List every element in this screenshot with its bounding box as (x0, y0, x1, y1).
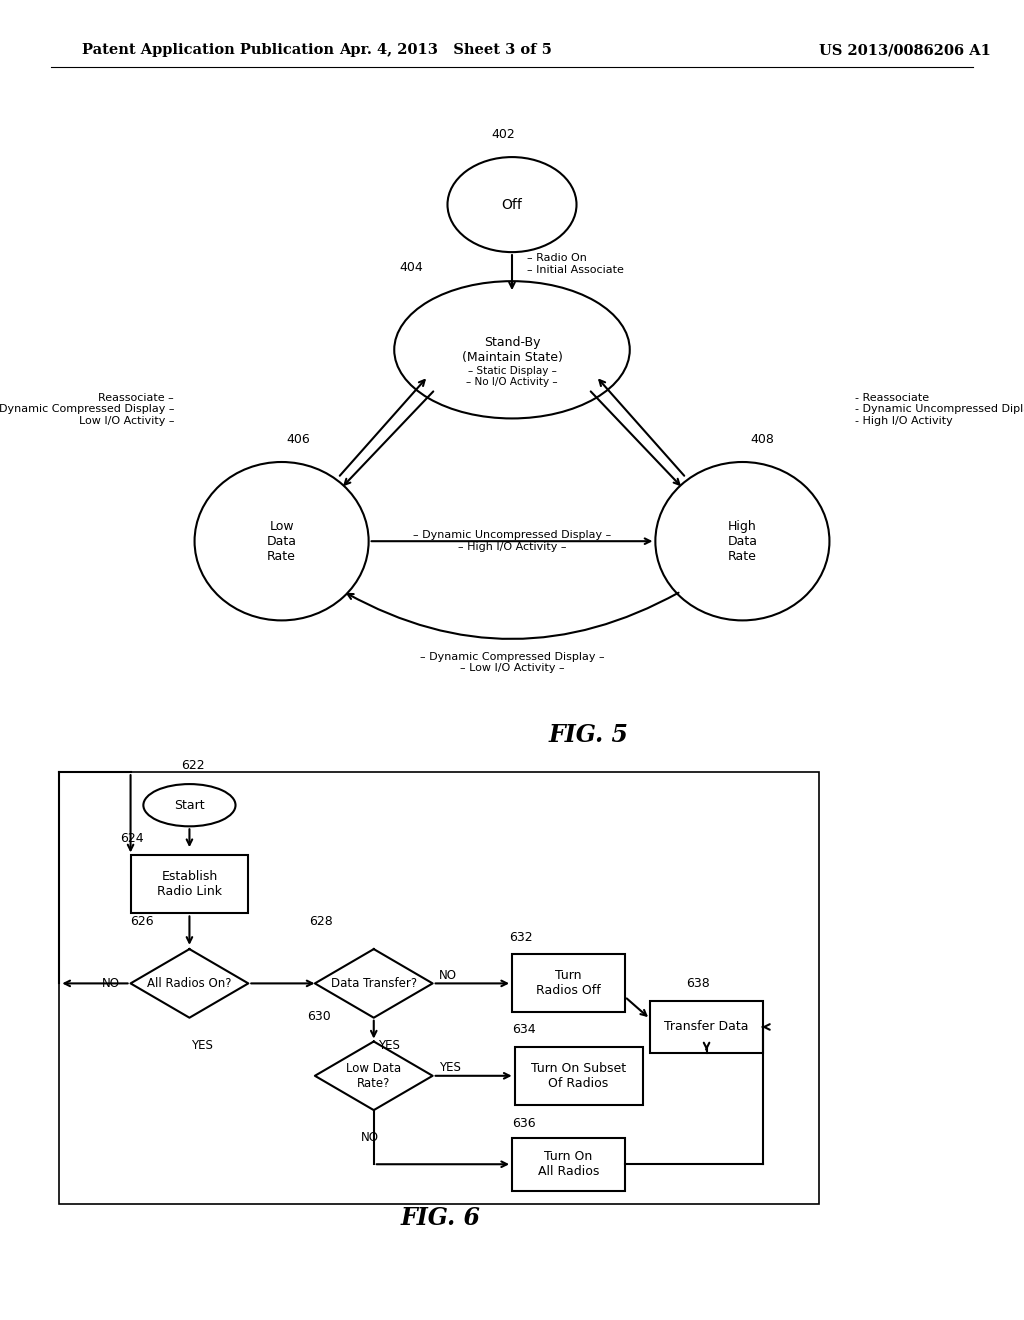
Text: Data Transfer?: Data Transfer? (331, 977, 417, 990)
Text: Turn On Subset
Of Radios: Turn On Subset Of Radios (531, 1061, 626, 1090)
Text: Low
Data
Rate: Low Data Rate (266, 520, 297, 562)
Text: – Static Display –
– No I/O Activity –: – Static Display – – No I/O Activity – (466, 366, 558, 387)
Text: Patent Application Publication: Patent Application Publication (82, 44, 334, 57)
Text: Low Data
Rate?: Low Data Rate? (346, 1061, 401, 1090)
Text: – Dynamic Compressed Display –
– Low I/O Activity –: – Dynamic Compressed Display – – Low I/O… (420, 652, 604, 673)
Text: 632: 632 (509, 931, 532, 944)
Text: 630: 630 (307, 1010, 331, 1023)
Text: – Radio On
– Initial Associate: – Radio On – Initial Associate (527, 253, 625, 275)
Bar (131, 855, 248, 913)
Text: High
Data
Rate: High Data Rate (727, 520, 758, 562)
Text: 626: 626 (130, 915, 154, 928)
Text: Reassociate –
Dynamic Compressed Display –
Low I/O Activity –: Reassociate – Dynamic Compressed Display… (0, 392, 174, 426)
Text: Off: Off (502, 198, 522, 211)
Text: 634: 634 (512, 1023, 536, 1036)
Text: 402: 402 (492, 128, 515, 141)
Text: 622: 622 (181, 759, 205, 772)
Text: YES: YES (191, 1039, 213, 1052)
Text: Turn
Radios Off: Turn Radios Off (536, 969, 601, 998)
Text: NO: NO (101, 977, 120, 990)
Text: Stand-By
(Maintain State): Stand-By (Maintain State) (462, 335, 562, 364)
Text: - Reassociate
- Dynamic Uncompressed Diplay
- High I/O Activity: - Reassociate - Dynamic Uncompressed Dip… (855, 392, 1024, 426)
Text: Transfer Data: Transfer Data (665, 1020, 749, 1034)
Text: NO: NO (439, 969, 458, 982)
Text: US 2013/0086206 A1: US 2013/0086206 A1 (819, 44, 991, 57)
Text: – Dynamic Uncompressed Display –
– High I/O Activity –: – Dynamic Uncompressed Display – – High … (413, 531, 611, 552)
Text: Turn On
All Radios: Turn On All Radios (538, 1150, 599, 1179)
Text: NO: NO (360, 1131, 379, 1144)
Text: All Radios On?: All Radios On? (147, 977, 231, 990)
Text: Establish
Radio Link: Establish Radio Link (157, 870, 222, 899)
Text: 636: 636 (512, 1117, 536, 1130)
Text: 628: 628 (309, 915, 333, 928)
Text: Apr. 4, 2013   Sheet 3 of 5: Apr. 4, 2013 Sheet 3 of 5 (339, 44, 552, 57)
Text: 404: 404 (399, 261, 423, 275)
Text: YES: YES (378, 1039, 399, 1052)
Bar (512, 1138, 625, 1191)
Text: Start: Start (174, 799, 205, 812)
Text: 624: 624 (120, 832, 143, 845)
Text: YES: YES (439, 1061, 461, 1074)
Text: 408: 408 (751, 433, 774, 446)
Text: FIG. 6: FIG. 6 (400, 1206, 480, 1230)
Text: 638: 638 (686, 977, 710, 990)
Text: 406: 406 (287, 433, 310, 446)
Bar (650, 1001, 763, 1053)
Text: FIG. 5: FIG. 5 (549, 723, 629, 747)
Bar (514, 1047, 643, 1105)
Bar (512, 954, 625, 1012)
Bar (59, 772, 819, 1204)
